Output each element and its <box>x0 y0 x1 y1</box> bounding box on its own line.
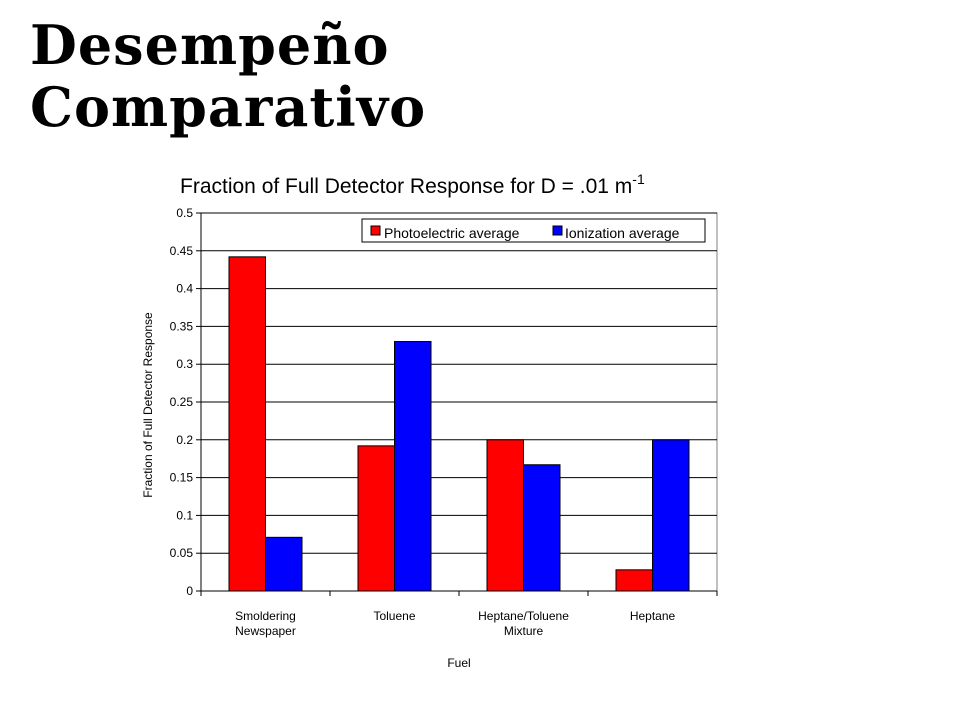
legend-swatch <box>552 225 563 236</box>
y-tick-label: 0.3 <box>176 357 193 371</box>
bar-ionization-average <box>265 536 303 592</box>
y-tick-label: 0.45 <box>170 244 194 258</box>
legend-label: Ionization average <box>565 225 680 241</box>
y-tick-label: 0.35 <box>170 319 194 333</box>
y-axis-label: Fraction of Full Detector Response <box>141 312 155 498</box>
x-tick-label: Toluene <box>373 609 415 623</box>
bar-photoelectric-average <box>228 256 266 592</box>
slide-title-line-2: Comparativo <box>30 75 427 139</box>
legend-label: Photoelectric average <box>384 225 520 241</box>
y-tick-label: 0.5 <box>176 206 193 220</box>
y-tick-label: 0.15 <box>170 471 194 485</box>
x-tick-label: Smoldering <box>235 609 296 623</box>
bar-ionization-average <box>394 341 432 592</box>
bar-photoelectric-average <box>615 569 653 592</box>
y-tick-label: 0.05 <box>170 546 194 560</box>
x-tick-label: Mixture <box>504 624 544 638</box>
bar-ionization-average <box>652 439 690 592</box>
legend: Photoelectric average Ionization average <box>361 218 706 243</box>
x-tick-label: Newspaper <box>235 624 296 638</box>
y-tick-label: 0 <box>186 584 193 598</box>
bar-photoelectric-average <box>357 445 395 592</box>
x-tick-label: Heptane <box>630 609 676 623</box>
legend-box <box>361 218 706 243</box>
y-tick-label: 0.2 <box>176 433 193 447</box>
y-tick-label: 0.1 <box>176 508 193 522</box>
chart-title: Fraction of Full Detector Response for D… <box>180 171 645 198</box>
bar-photoelectric-average <box>486 439 524 592</box>
bar-ionization-average <box>523 464 561 592</box>
y-tick-label: 0.25 <box>170 395 194 409</box>
slide-title: Desempeño Comparativo <box>30 14 426 138</box>
y-tick-label: 0.4 <box>176 282 193 296</box>
x-tick-label: Heptane/Toluene <box>478 609 569 623</box>
slide-title-line-1: Desempeño <box>30 13 390 77</box>
x-axis-label: Fuel <box>447 656 470 670</box>
legend-swatch <box>370 225 381 236</box>
